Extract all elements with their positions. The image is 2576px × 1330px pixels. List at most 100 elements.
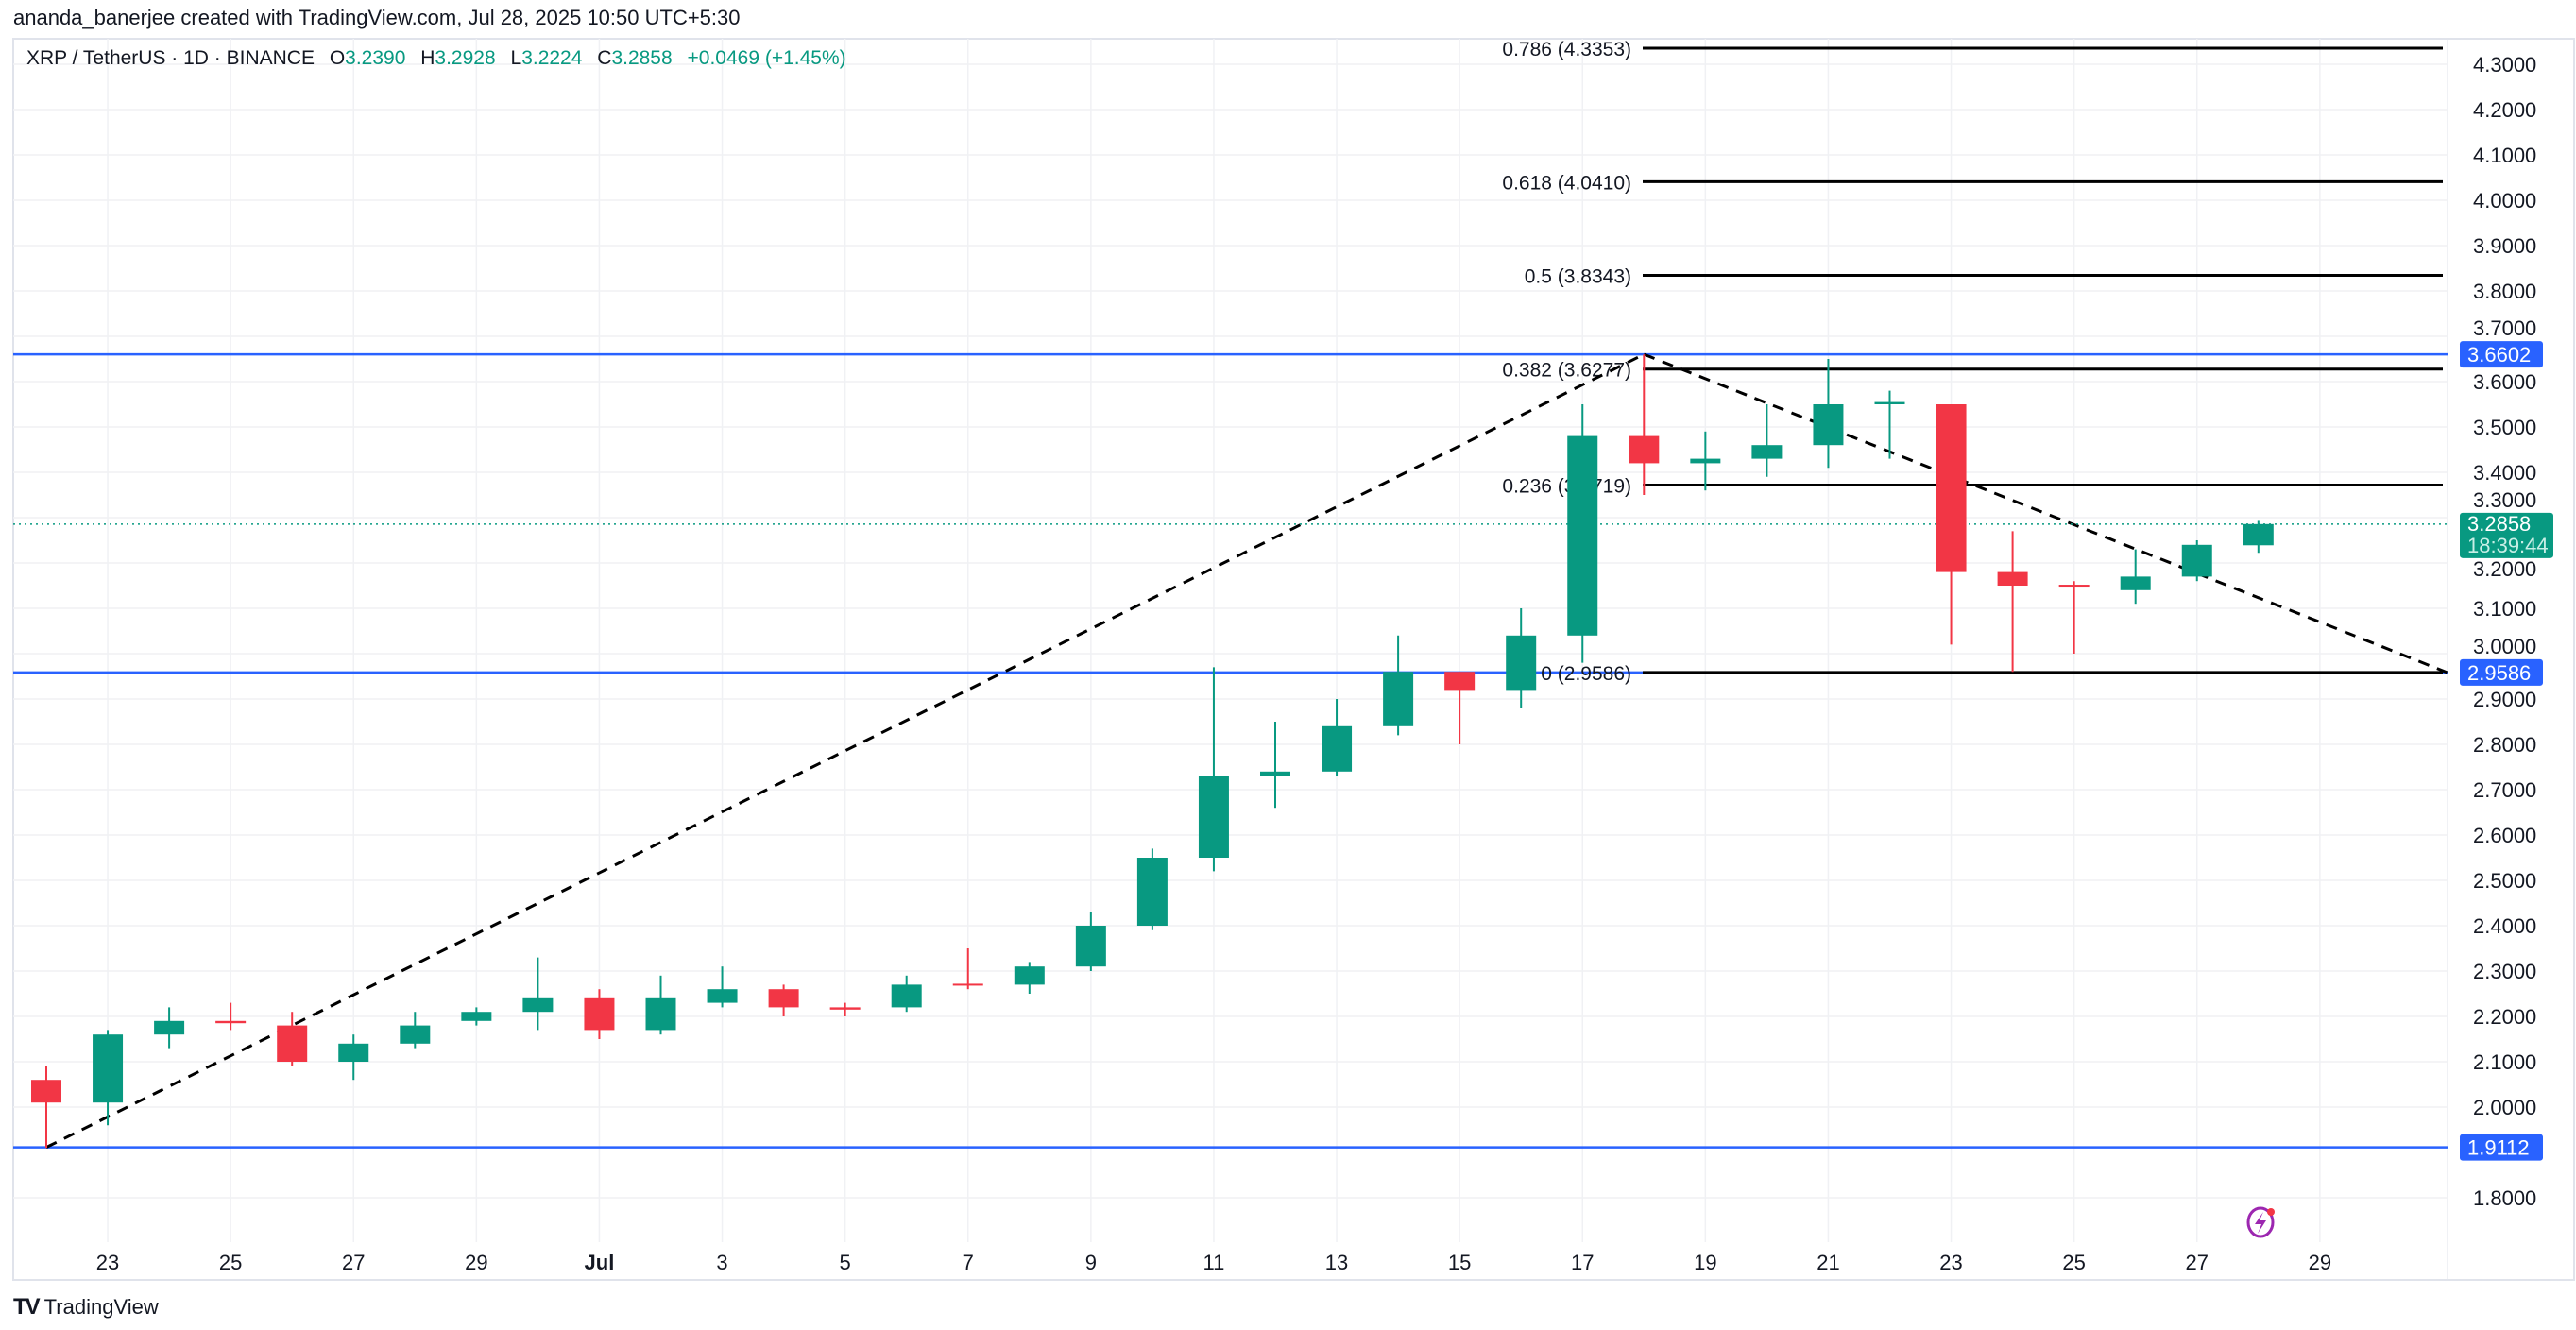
candle-bullish xyxy=(1198,776,1229,858)
date-tick-label: 13 xyxy=(1325,1251,1348,1274)
price-tick-label: 3.1000 xyxy=(2473,597,2536,621)
bar-countdown-text: 18:39:44 xyxy=(2467,534,2549,557)
fib-level-label: 0.786 (4.3353) xyxy=(1502,39,1631,60)
candle-bearish xyxy=(829,1007,861,1010)
date-tick-label: 3 xyxy=(716,1251,727,1274)
price-tick-label: 3.0000 xyxy=(2473,635,2536,658)
candle-bullish xyxy=(1751,445,1783,459)
date-tick-label: 21 xyxy=(1817,1251,1839,1274)
candle-bullish xyxy=(1136,858,1168,926)
price-tick-label: 2.8000 xyxy=(2473,733,2536,757)
chart-frame xyxy=(12,38,2575,1281)
date-tick-label: 9 xyxy=(1085,1251,1097,1274)
price-tick-label: 2.4000 xyxy=(2473,914,2536,938)
fib-level-label: 0.618 (4.0410) xyxy=(1502,172,1631,194)
tradingview-logo-icon: TV xyxy=(13,1294,41,1320)
candle-bullish xyxy=(1813,404,1844,446)
price-tick-label: 1.8000 xyxy=(2473,1186,2536,1210)
candle-bearish xyxy=(215,1020,247,1024)
date-tick-label: Jul xyxy=(585,1251,615,1274)
price-tick-label: 2.0000 xyxy=(2473,1096,2536,1119)
last-price-text: 3.2858 xyxy=(2467,512,2531,536)
last-price-badge xyxy=(2460,512,2553,558)
price-level-badge xyxy=(2460,1134,2543,1161)
price-level-badge-text: 3.6602 xyxy=(2467,343,2531,367)
candle-bearish xyxy=(1444,672,1476,691)
price-tick-label: 4.3000 xyxy=(2473,53,2536,77)
date-tick-label: 29 xyxy=(2309,1251,2331,1274)
price-level-badge xyxy=(2460,658,2543,686)
change-value: +0.0469 (+1.45%) xyxy=(687,47,846,69)
candle-bullish xyxy=(2120,576,2151,590)
price-tick-label: 3.6000 xyxy=(2473,370,2536,394)
candle-bullish xyxy=(891,984,922,1008)
price-tick-label: 2.1000 xyxy=(2473,1050,2536,1074)
date-tick-label: 27 xyxy=(2186,1251,2209,1274)
price-tick-label: 2.2000 xyxy=(2473,1005,2536,1029)
price-level-badge-text: 1.9112 xyxy=(2467,1136,2530,1160)
date-tick-label: 29 xyxy=(465,1251,487,1274)
price-tick-label: 3.7000 xyxy=(2473,316,2536,340)
date-tick-label: 23 xyxy=(1939,1251,1962,1274)
candle-bullish xyxy=(1690,458,1721,464)
candle-bullish xyxy=(1014,966,1045,985)
date-tick-label: 11 xyxy=(1203,1251,1225,1274)
date-tick-label: 27 xyxy=(342,1251,365,1274)
candle-bearish xyxy=(584,998,615,1031)
low-label: L xyxy=(510,47,522,69)
candle-bullish xyxy=(461,1012,492,1021)
tradingview-logo-text: TradingView xyxy=(43,1295,159,1319)
candle-bullish xyxy=(1260,771,1290,776)
candle-bullish xyxy=(2181,544,2212,577)
price-tick-label: 2.7000 xyxy=(2473,778,2536,802)
price-tick-label: 4.2000 xyxy=(2473,98,2536,122)
price-tick-label: 3.9000 xyxy=(2473,234,2536,258)
price-tick-label: 2.5000 xyxy=(2473,869,2536,893)
candle-bullish xyxy=(93,1034,124,1103)
date-tick-label: 17 xyxy=(1571,1251,1594,1274)
candle-bullish xyxy=(1874,401,1905,404)
candle-bearish xyxy=(31,1080,61,1103)
notification-dot-icon xyxy=(2267,1208,2275,1216)
candle-bullish xyxy=(1075,926,1106,967)
price-tick-label: 3.5000 xyxy=(2473,416,2536,439)
price-tick-label: 3.4000 xyxy=(2473,461,2536,485)
candle-bullish xyxy=(1383,672,1414,726)
candle-bullish xyxy=(154,1020,185,1035)
candle-bullish xyxy=(2243,523,2274,546)
price-tick-label: 2.6000 xyxy=(2473,824,2536,847)
date-tick-label: 15 xyxy=(1448,1251,1471,1274)
candle-bearish xyxy=(1997,571,2028,586)
high-value: 3.2928 xyxy=(435,47,496,69)
fib-level-label: 0 (2.9586) xyxy=(1541,663,1631,685)
symbol-info[interactable]: XRP / TetherUS · 1D · BINANCE xyxy=(26,47,315,69)
price-tick-label: 2.9000 xyxy=(2473,688,2536,711)
price-tick-label: 4.0000 xyxy=(2473,189,2536,213)
open-label: O xyxy=(329,47,346,69)
price-level-badge-text: 2.9586 xyxy=(2467,661,2531,685)
price-tick-label: 3.8000 xyxy=(2473,280,2536,303)
close-value: 3.2858 xyxy=(611,47,673,69)
date-tick-label: 23 xyxy=(96,1251,119,1274)
candle-bearish xyxy=(2058,585,2090,588)
high-label: H xyxy=(420,47,435,69)
candle-bullish xyxy=(707,989,738,1003)
symbol-legend: XRP / TetherUS · 1D · BINANCE O3.2390 H3… xyxy=(26,47,846,70)
candle-bullish xyxy=(1506,635,1537,691)
date-tick-label: 25 xyxy=(2062,1251,2085,1274)
tradingview-logo[interactable]: TV TradingView xyxy=(13,1294,159,1321)
date-tick-label: 7 xyxy=(963,1251,974,1274)
candle-bullish xyxy=(1567,435,1598,636)
candle-bearish xyxy=(1936,404,1967,572)
price-tick-label: 3.3000 xyxy=(2473,488,2536,512)
candle-bullish xyxy=(645,998,676,1031)
price-tick-label: 3.2000 xyxy=(2473,557,2536,581)
price-tick-label: 2.3000 xyxy=(2473,960,2536,983)
candle-bullish xyxy=(522,998,554,1013)
candle-bearish xyxy=(952,983,983,986)
open-value: 3.2390 xyxy=(345,47,406,69)
lightning-bolt-icon xyxy=(2255,1212,2266,1234)
date-tick-label: 19 xyxy=(1694,1251,1716,1274)
price-tick-label: 4.1000 xyxy=(2473,144,2536,167)
